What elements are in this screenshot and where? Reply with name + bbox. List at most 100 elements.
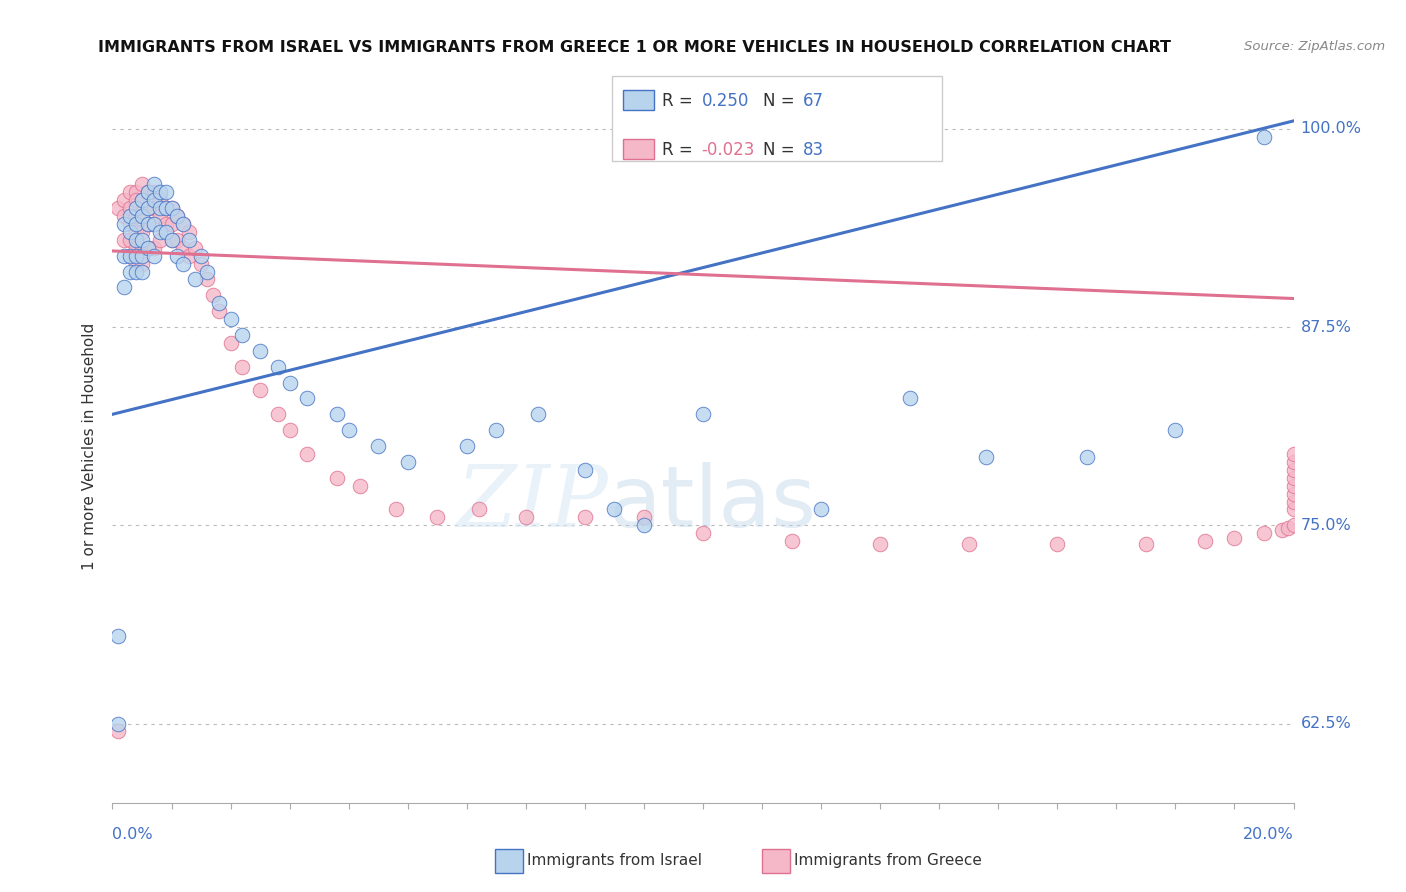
Point <box>1282 455 1305 469</box>
Point <box>976 450 998 464</box>
Point <box>1282 486 1305 500</box>
Point <box>131 225 153 239</box>
Point <box>149 186 172 200</box>
Point <box>125 241 148 255</box>
Point <box>249 343 271 358</box>
Point <box>120 264 142 278</box>
Point <box>149 201 172 215</box>
Point <box>1282 471 1305 485</box>
Point <box>125 209 148 223</box>
Point <box>201 288 224 302</box>
Point <box>125 217 148 231</box>
Point <box>155 186 177 200</box>
Point <box>326 471 349 485</box>
Text: ZIP: ZIP <box>457 462 609 544</box>
Point <box>160 233 183 247</box>
Point <box>1046 537 1069 551</box>
Point <box>396 455 419 469</box>
Point <box>136 241 159 255</box>
Point <box>278 423 301 437</box>
Point <box>1282 494 1305 508</box>
Text: 67: 67 <box>803 92 824 110</box>
Point <box>112 249 135 263</box>
Point <box>172 257 194 271</box>
Point <box>574 463 596 477</box>
Text: Immigrants from Israel: Immigrants from Israel <box>527 854 702 868</box>
Text: N =: N = <box>763 92 800 110</box>
Point <box>692 526 714 541</box>
Point <box>208 296 231 310</box>
Point <box>112 233 135 247</box>
Point <box>131 209 153 223</box>
Point <box>125 193 148 207</box>
Point <box>155 201 177 215</box>
Point <box>120 249 142 263</box>
Point <box>107 201 129 215</box>
Point <box>179 225 201 239</box>
Point <box>107 724 129 739</box>
Point <box>136 186 159 200</box>
Point <box>869 537 891 551</box>
Point <box>1282 518 1305 533</box>
Point <box>112 209 135 223</box>
Text: Immigrants from Greece: Immigrants from Greece <box>794 854 983 868</box>
Point <box>898 392 921 406</box>
Point <box>219 312 242 326</box>
Point <box>633 510 655 524</box>
Point <box>1282 463 1305 477</box>
Point <box>249 384 271 398</box>
Point <box>125 264 148 278</box>
Point <box>267 359 290 374</box>
Point <box>179 249 201 263</box>
Point <box>131 209 153 223</box>
Point <box>780 534 803 549</box>
Point <box>385 502 408 516</box>
Point <box>142 217 165 231</box>
Point <box>692 407 714 421</box>
Text: Source: ZipAtlas.com: Source: ZipAtlas.com <box>1244 40 1385 54</box>
Point <box>120 209 142 223</box>
Point <box>120 201 142 215</box>
Point <box>231 359 253 374</box>
Point <box>136 241 159 255</box>
Point <box>297 447 319 461</box>
Point <box>125 233 148 247</box>
Point <box>1223 531 1246 545</box>
Point <box>120 225 142 239</box>
Point <box>149 193 172 207</box>
Point <box>142 249 165 263</box>
Point <box>142 217 165 231</box>
Text: 0.0%: 0.0% <box>112 827 153 841</box>
Point <box>456 439 478 453</box>
Point <box>136 217 159 231</box>
Point <box>633 518 655 533</box>
Point <box>166 209 188 223</box>
Point <box>208 304 231 318</box>
Point <box>426 510 449 524</box>
Point <box>142 178 165 192</box>
Point <box>149 209 172 223</box>
Point <box>195 272 218 286</box>
Text: 83: 83 <box>803 141 824 159</box>
Point <box>131 241 153 255</box>
Point <box>1253 129 1275 144</box>
Text: IMMIGRANTS FROM ISRAEL VS IMMIGRANTS FROM GREECE 1 OR MORE VEHICLES IN HOUSEHOLD: IMMIGRANTS FROM ISRAEL VS IMMIGRANTS FRO… <box>98 40 1171 55</box>
Point <box>267 407 290 421</box>
Point <box>326 407 349 421</box>
Point <box>485 423 508 437</box>
Point <box>160 201 183 215</box>
Point <box>184 241 207 255</box>
Point <box>231 328 253 343</box>
Point <box>136 186 159 200</box>
Point <box>131 257 153 271</box>
Point <box>160 217 183 231</box>
Point <box>142 186 165 200</box>
Text: 100.0%: 100.0% <box>1301 121 1361 136</box>
Point <box>1282 447 1305 461</box>
Point <box>574 510 596 524</box>
Text: 87.5%: 87.5% <box>1301 319 1351 334</box>
Point <box>337 423 360 437</box>
Text: R =: R = <box>662 141 699 159</box>
Text: 75.0%: 75.0% <box>1301 517 1351 533</box>
Point <box>172 241 194 255</box>
